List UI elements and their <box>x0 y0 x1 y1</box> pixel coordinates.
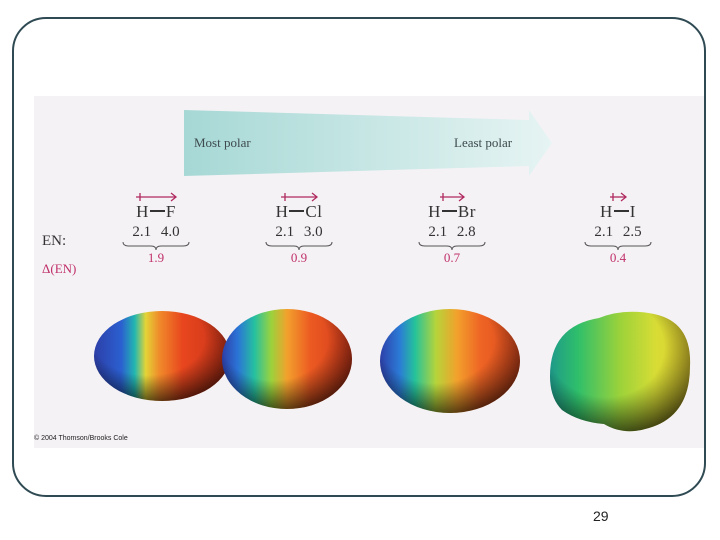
en-row-label: EN: <box>42 233 67 249</box>
hcl-potential-map <box>222 309 352 409</box>
least-polar-label: Least polar <box>454 135 513 150</box>
en-values: 2.1 2.5 <box>594 224 642 240</box>
brace-icon <box>122 241 190 251</box>
en-values: 2.1 4.0 <box>132 224 180 240</box>
delta-en-value: 0.9 <box>290 250 308 265</box>
hbr-potential-map <box>380 309 520 413</box>
molecule-hbr: H Br 2.1 2.8 0.7 <box>392 192 512 266</box>
en-values: 2.1 2.8 <box>428 224 476 240</box>
formula: H Cl <box>275 202 323 221</box>
hi-potential-map <box>550 311 691 432</box>
copyright-notice: © 2004 Thomson/Brooks Cole <box>34 435 128 442</box>
brace-icon <box>418 241 486 251</box>
delta-en-value: 1.9 <box>147 250 165 265</box>
dipole-arrow-icon <box>610 192 628 202</box>
delta-en-value: 0.4 <box>609 250 627 265</box>
delta-en-value: 0.7 <box>443 250 461 265</box>
en-values: 2.1 3.0 <box>275 224 323 240</box>
dipole-arrow-icon <box>136 192 178 202</box>
molecule-hcl: H Cl 2.1 3.0 0.9 <box>239 192 359 266</box>
most-polar-label: Most polar <box>194 135 251 150</box>
page-number: 29 <box>593 508 609 524</box>
dipole-arrow-icon <box>440 192 466 202</box>
dipole-arrow-icon <box>281 192 319 202</box>
delta-en-row-label: Δ(EN) <box>42 261 77 276</box>
polarity-arrow <box>184 110 552 176</box>
hf-potential-map <box>94 311 230 401</box>
brace-icon <box>584 241 652 251</box>
brace-icon <box>265 241 333 251</box>
formula: H Br <box>428 202 476 221</box>
